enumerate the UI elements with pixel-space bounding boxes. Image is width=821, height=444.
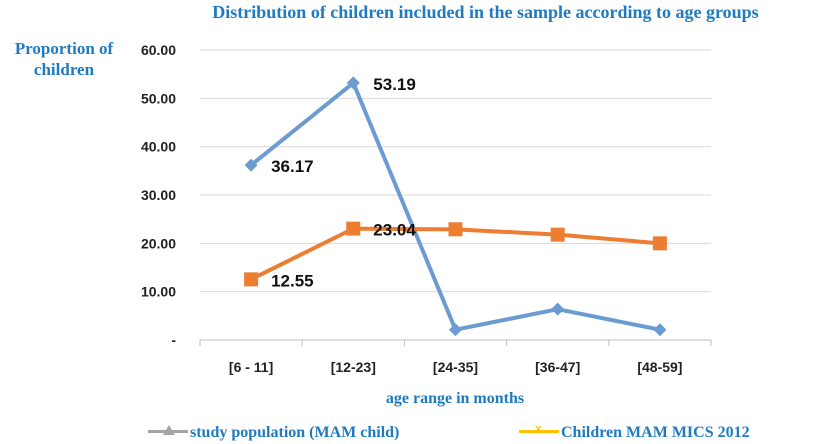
x-axis-label: age range in months xyxy=(385,390,525,407)
legend-symbol-study-population xyxy=(148,424,188,438)
series-line-1 xyxy=(249,80,662,332)
data-point-marker xyxy=(551,302,565,316)
data-label: 12.55 xyxy=(271,271,314,290)
data-point-marker xyxy=(346,76,360,90)
legend-marker: × xyxy=(534,421,544,438)
y-tick-label: 60.00 xyxy=(141,42,176,58)
data-point-marker xyxy=(346,221,361,236)
data-label: 36.17 xyxy=(271,157,314,176)
x-tick-label: [24-35] xyxy=(433,359,478,375)
y-tick-label: 30.00 xyxy=(141,187,176,203)
data-point-marker xyxy=(244,158,258,172)
legend-item-mics-2012: × Children MAM MICS 2012 xyxy=(519,421,750,442)
data-point-marker xyxy=(653,323,667,337)
legend-symbol-mics-2012: × xyxy=(519,421,559,438)
data-label: 23.04 xyxy=(373,221,416,240)
legend-marker xyxy=(163,425,175,435)
y-axis-label: Proportion of children xyxy=(14,39,114,79)
y-tick-label: - xyxy=(171,332,176,348)
data-label: 53.19 xyxy=(373,75,416,94)
data-point-marker xyxy=(449,323,462,337)
y-tick-label: 10.00 xyxy=(141,284,176,300)
legend-label: Children MAM MICS 2012 xyxy=(561,424,750,441)
x-tick-label: [48-59] xyxy=(637,359,682,375)
legend-label: study population (MAM child) xyxy=(190,424,400,441)
x-tick-label: [6 - 11] xyxy=(229,359,273,375)
x-tick-label: [12-23] xyxy=(331,359,376,375)
y-tick-label: 50.00 xyxy=(141,90,176,106)
y-tick-label: 40.00 xyxy=(141,139,176,155)
y-tick-label: 20.00 xyxy=(141,235,176,251)
data-point-marker xyxy=(652,236,667,251)
legend-line xyxy=(519,430,559,433)
data-point-marker xyxy=(550,227,565,242)
data-point-marker xyxy=(244,272,259,287)
x-tick-label: [36-47] xyxy=(535,359,580,375)
chart-title: Distribution of children included in the… xyxy=(212,2,759,22)
legend-item-study-population: study population (MAM child) xyxy=(148,424,399,442)
data-point-marker xyxy=(448,222,463,237)
